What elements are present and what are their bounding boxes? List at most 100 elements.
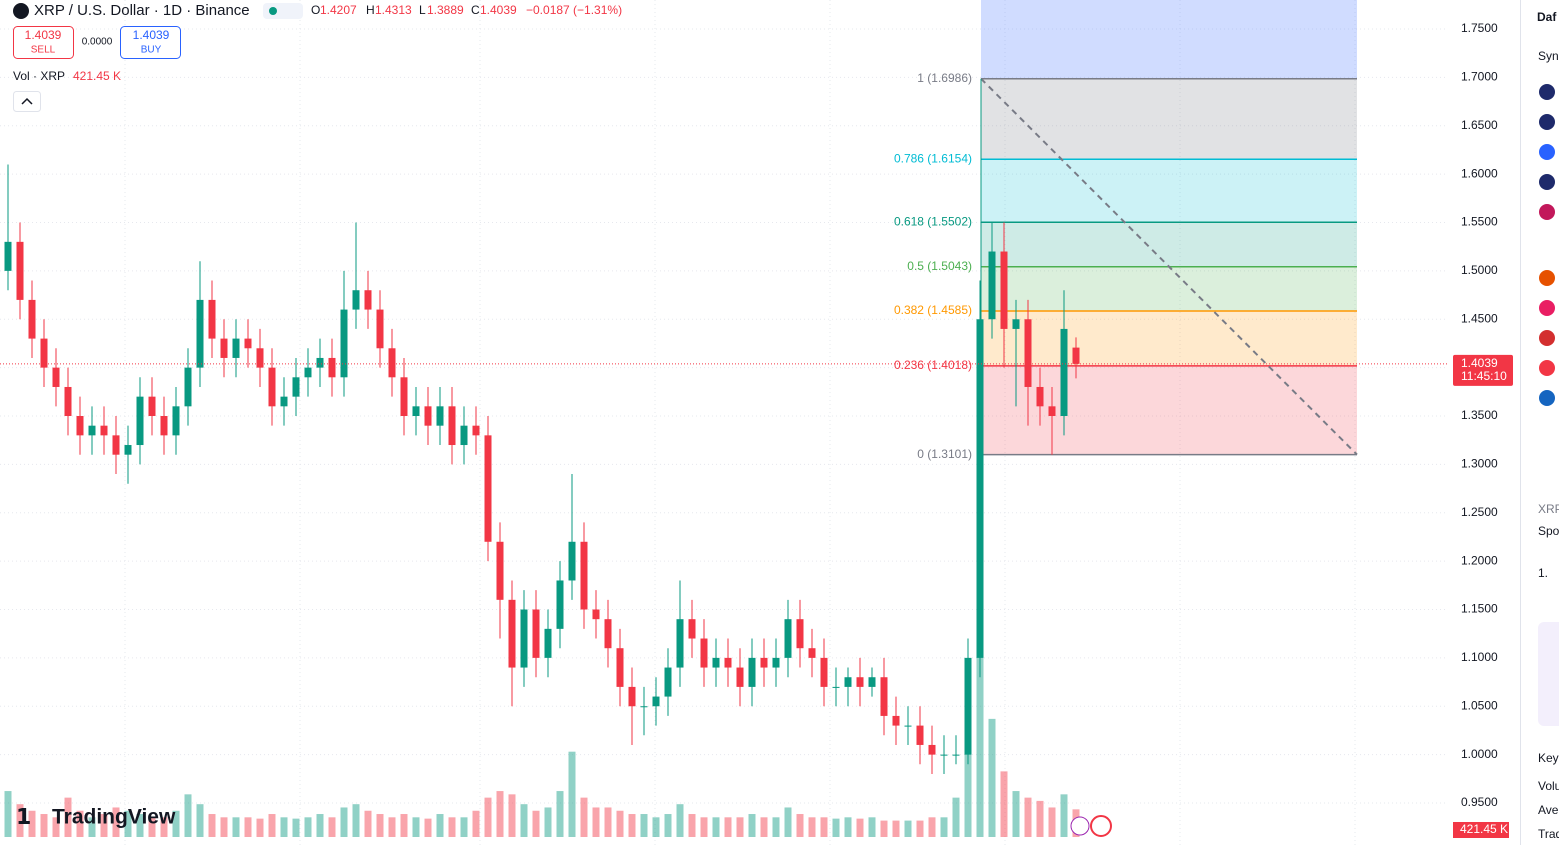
candle-body [352, 290, 360, 310]
watchlist-icon[interactable] [1539, 114, 1555, 130]
side-item: Key [1538, 751, 1559, 765]
y-tick-label: 1.6500 [1461, 118, 1498, 132]
candle-body [988, 251, 996, 320]
candle-body [580, 541, 588, 610]
watchlist-icon[interactable] [1539, 84, 1555, 100]
volume-bar [592, 807, 600, 837]
flag-icon[interactable] [1090, 815, 1112, 837]
volume-tag [1453, 822, 1509, 838]
watchlist-icon[interactable] [1539, 360, 1555, 376]
volume-bar [268, 814, 276, 837]
volume-bar [988, 718, 996, 837]
side-panel-content: Daf Syn XRP Spot 1. Key Volu Ave Trad [1537, 10, 1559, 841]
fib-label: 0.786 (1.6154) [894, 151, 972, 165]
symbol-title[interactable]: XRP / U.S. Dollar · 1D · Binance [34, 2, 250, 19]
volume-bar [388, 817, 396, 837]
volume-bar [712, 817, 720, 837]
y-tick-label: 1.6000 [1461, 166, 1498, 180]
sell-button[interactable] [13, 26, 74, 59]
candle-body [124, 445, 132, 455]
candle-body [820, 657, 828, 687]
candle-body [928, 744, 936, 755]
y-tick-label: 1.3000 [1461, 457, 1498, 471]
watchlist-icon[interactable] [1539, 300, 1555, 316]
volume-bar [460, 817, 468, 837]
volume-bar [820, 817, 828, 837]
ohlc-h: 1.4313 [375, 3, 412, 17]
volume-bar [352, 804, 360, 837]
volume-bar [544, 807, 552, 837]
ohlc-l: 1.3889 [427, 3, 464, 17]
volume-bar [1048, 807, 1056, 837]
y-tick-label: 1.2500 [1461, 505, 1498, 519]
volume-bar [892, 820, 900, 837]
candle-body [424, 406, 432, 426]
candle-body [604, 619, 612, 649]
watchlist-icon[interactable] [1539, 270, 1555, 286]
candle-body [28, 299, 36, 339]
symbol-icon [13, 3, 29, 19]
watchlist-icon[interactable] [1539, 144, 1555, 160]
candle-body [328, 357, 336, 378]
volume-bar [568, 751, 576, 837]
ohlc-o-label: O [311, 3, 320, 17]
volume-bar [688, 814, 696, 837]
buy-price: 1.4039 [133, 28, 170, 42]
watchlist-icon[interactable] [1539, 390, 1555, 406]
volume-bar [1024, 797, 1032, 837]
volume-bar [940, 817, 948, 837]
spread: 0.0000 [82, 37, 113, 48]
candle-body [772, 657, 780, 668]
candle-body [448, 406, 456, 446]
volume-bar [976, 627, 984, 837]
candle-body [316, 357, 324, 368]
fib-label: 0 (1.3101) [917, 447, 972, 461]
volume-bar [748, 814, 756, 837]
volume-bar [76, 810, 84, 837]
volume-bar [952, 797, 960, 837]
volume-bar [832, 818, 840, 837]
volume-bar [772, 817, 780, 837]
volume-bar [232, 817, 240, 837]
watchlist-icon[interactable] [1539, 204, 1555, 220]
volume-bar [412, 817, 420, 837]
candle-body [532, 609, 540, 658]
buy-button[interactable] [120, 26, 181, 59]
volume-bar [532, 810, 540, 837]
fib-retracement: 1 (1.6986) 0.786 (1.6154) 0.618 (1.5502) 0.… [894, 0, 1358, 461]
candle-body [160, 416, 168, 436]
volume-bar [556, 791, 564, 837]
volume-bar [436, 814, 444, 837]
volume-bar [844, 817, 852, 837]
logo-text: TradingView [52, 806, 176, 829]
fib-band [981, 222, 1357, 267]
candle-body [304, 367, 312, 378]
candle-body [88, 425, 96, 436]
event-icon[interactable] [1070, 816, 1090, 836]
watchlist-icon[interactable] [1539, 174, 1555, 190]
candle-body [376, 309, 384, 349]
volume-bar [520, 804, 528, 837]
candle-body [244, 338, 252, 349]
candle-body [916, 725, 924, 745]
volume-bar [1036, 800, 1044, 837]
status-dot [269, 7, 277, 15]
volume-bar [40, 814, 48, 837]
candle-body [964, 657, 972, 755]
fib-label: 0.618 (1.5502) [894, 214, 972, 228]
candle-body [256, 348, 264, 368]
volume-bar [16, 804, 24, 837]
candles [0, 164, 1448, 774]
watchlist-icon[interactable] [1539, 330, 1555, 346]
collapse-button[interactable] [13, 91, 41, 112]
volume-bar [676, 804, 684, 837]
fib-trend-line [980, 78, 1358, 456]
volume-bar [244, 817, 252, 837]
volume-bar [184, 794, 192, 837]
candle-body [364, 290, 372, 310]
candle-body [652, 696, 660, 707]
last-price-tag [1453, 354, 1513, 386]
volume-bar [1060, 794, 1068, 837]
